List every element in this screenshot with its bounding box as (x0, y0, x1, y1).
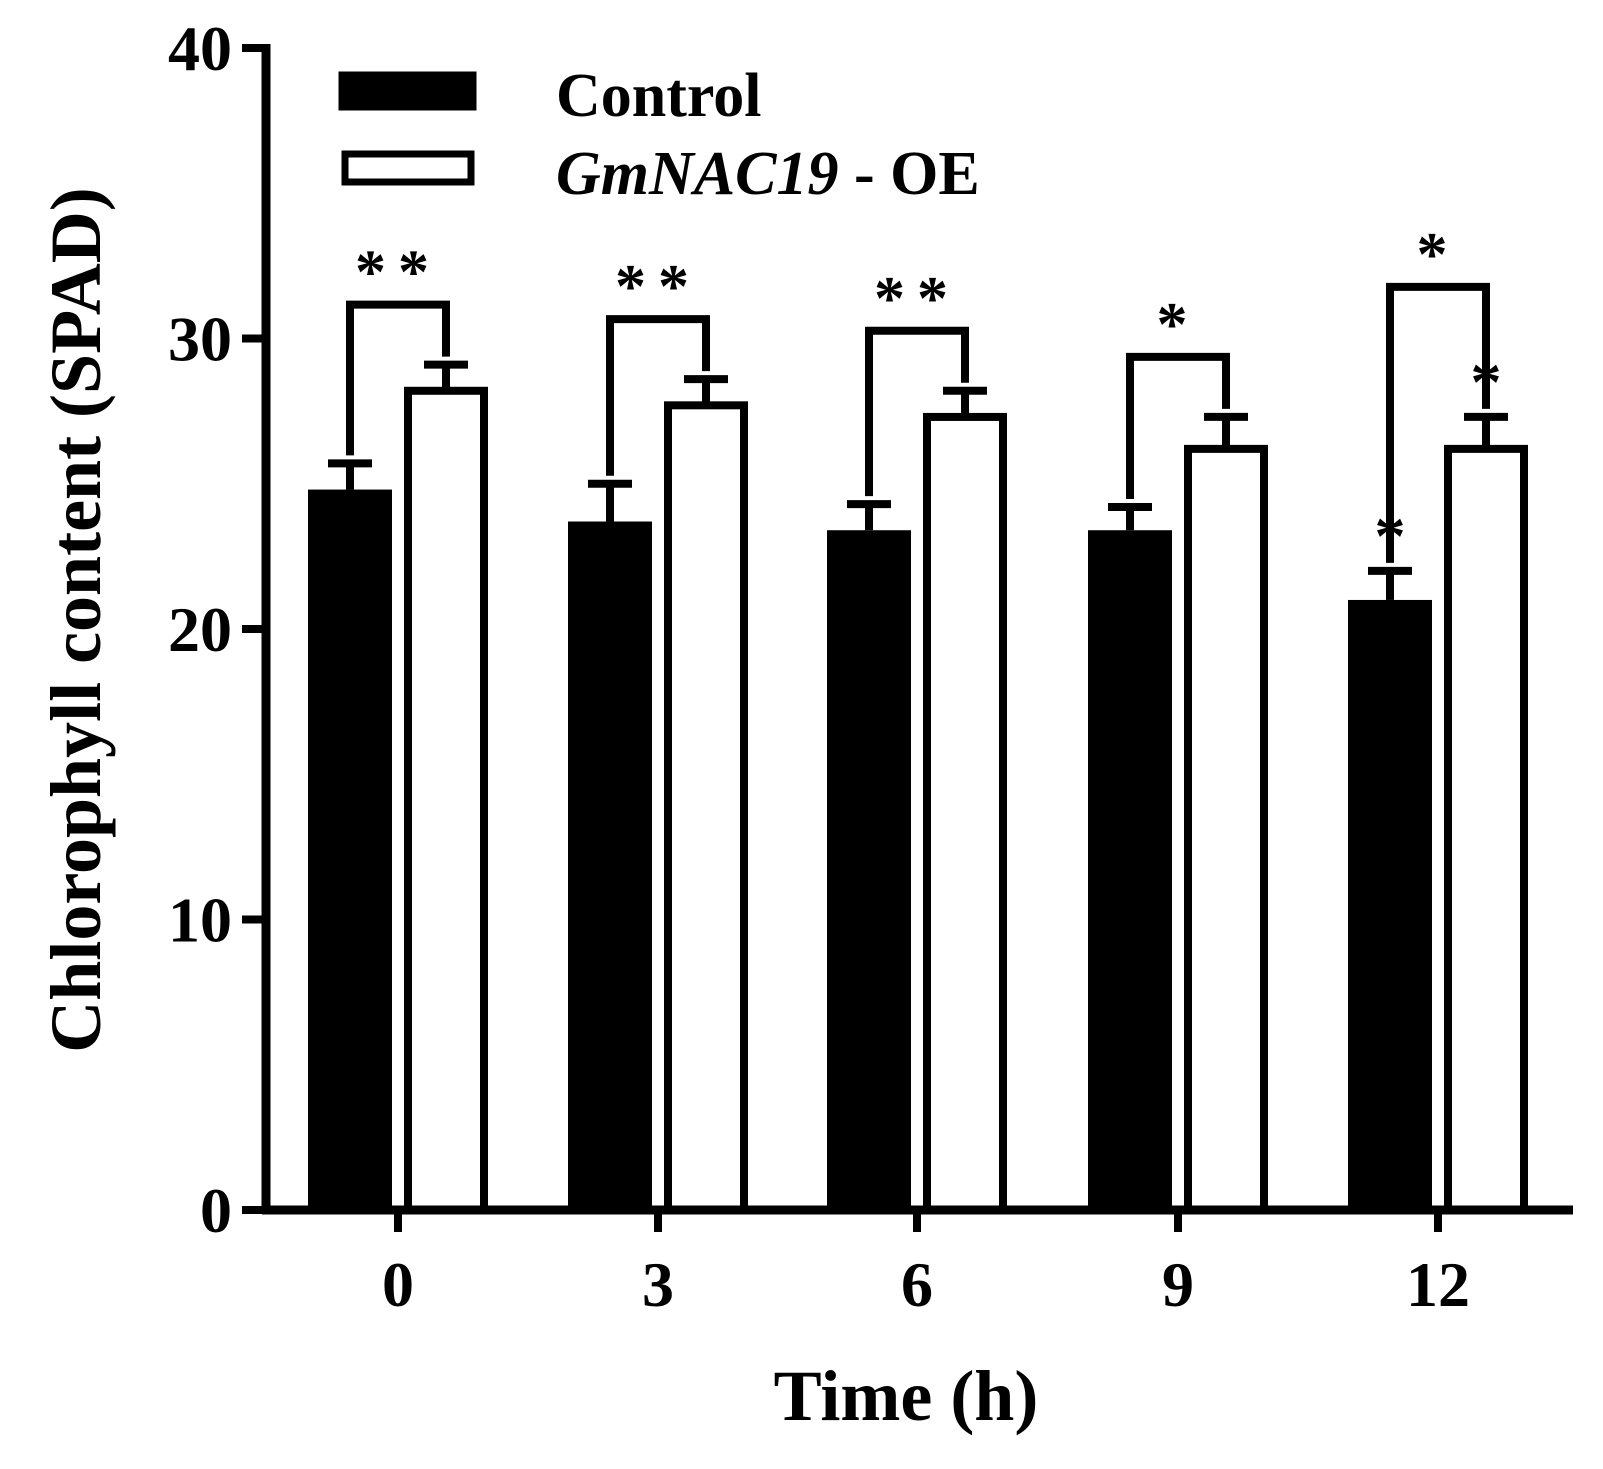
bar-control-0 (308, 489, 392, 1210)
comparison-mark-9: * (1157, 291, 1200, 359)
y-tick-label-30: 30 (168, 304, 232, 375)
legend-label-italic-part: GmNAC19 (556, 140, 838, 208)
y-tick-label-40: 40 (168, 13, 232, 84)
bar-control-9 (1088, 530, 1172, 1210)
bar-control-3 (568, 521, 652, 1210)
legend-label-plain-part: - OE (838, 140, 979, 208)
x-tick-label-9: 9 (1162, 1249, 1194, 1320)
bar-gmnac19-oe-0 (404, 386, 488, 1215)
y-axis-title: Chlorophyll content (SPAD) (36, 187, 116, 1052)
comparison-bracket-9 (1126, 352, 1230, 499)
x-tick-label-0: 0 (382, 1249, 414, 1320)
comparison-mark-0: ** (355, 239, 441, 307)
comparison-mark-12: * (1417, 221, 1460, 289)
x-tick-label-3: 3 (642, 1249, 674, 1320)
y-tick-label-0: 0 (200, 1175, 232, 1246)
legend: Control GmNAC19 - OE (338, 62, 980, 208)
legend-swatch-gmnac19-oe (341, 150, 475, 186)
y-tick-label-10: 10 (168, 885, 232, 956)
comparison-mark-6: ** (874, 265, 960, 333)
legend-label-gmnac19-oe: GmNAC19 - OE (556, 140, 980, 208)
comparison-bracket-3 (606, 315, 710, 476)
bar-gmnac19-oe-3 (664, 401, 748, 1214)
axes-layer: 0 3 6 9 12 0 10 20 30 40 (168, 13, 1573, 1320)
bar-gmnac19-oe-12 (1444, 444, 1528, 1214)
comparison-bracket-0 (346, 300, 450, 456)
x-axis-title: Time (h) (774, 1356, 1039, 1436)
bars-layer (308, 386, 1528, 1215)
bar-control-6 (827, 530, 911, 1210)
bar-gmnac19-oe-9 (1184, 444, 1268, 1214)
comparison-bracket-6 (865, 326, 969, 497)
bar-gmnac19-oe-6 (923, 412, 1007, 1214)
comparison-mark-3: ** (615, 253, 701, 321)
comparison-bracket-12 (1386, 282, 1490, 563)
x-tick-label-6: 6 (901, 1249, 933, 1320)
legend-label-control: Control (556, 62, 762, 130)
x-tick-label-12: 12 (1406, 1249, 1470, 1320)
legend-swatch-control (338, 71, 477, 111)
significance-layer: ** ** ** **** (346, 221, 1502, 571)
error-bars-layer (328, 360, 1508, 600)
y-tick-label-20: 20 (168, 594, 232, 665)
bar-control-12 (1348, 599, 1432, 1210)
